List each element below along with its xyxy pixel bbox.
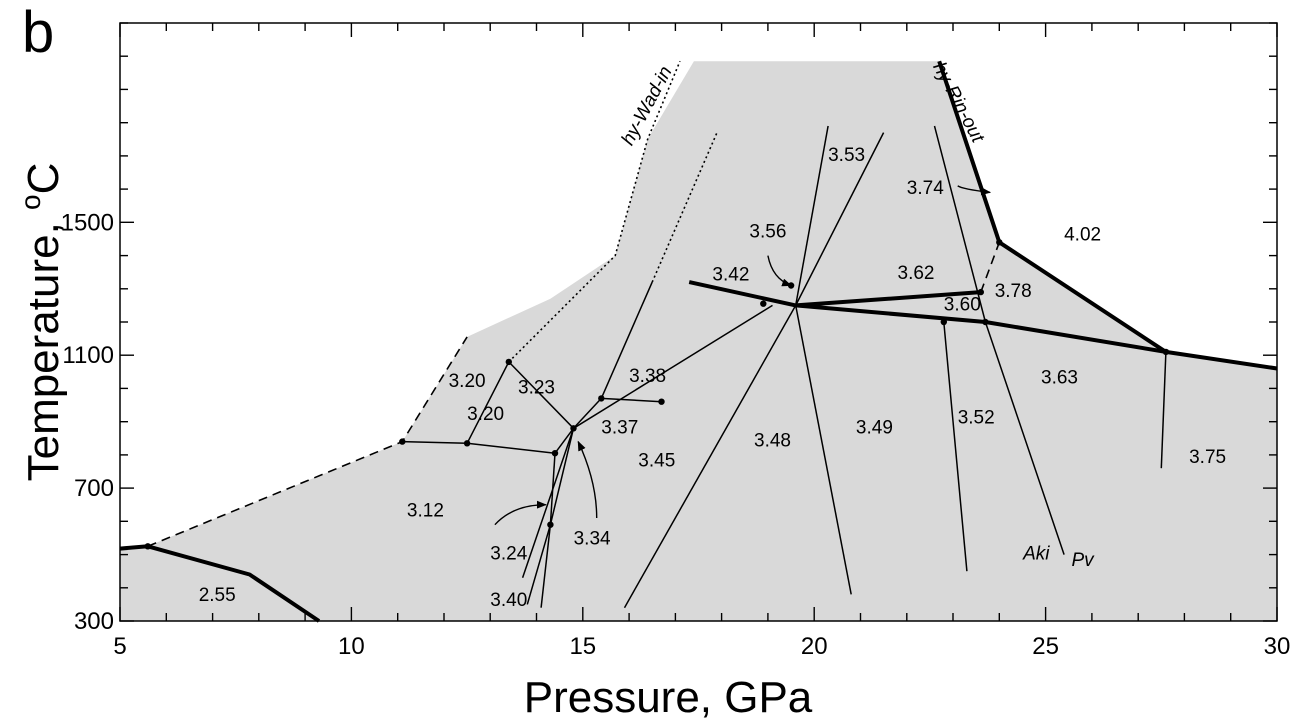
boundary-t8: [521, 428, 575, 579]
field-label: 3.37: [601, 417, 638, 438]
y-tick-label: 1500: [61, 209, 114, 236]
boundary-t17: [1160, 351, 1167, 469]
panel-letter: b: [22, 0, 55, 65]
annotation-arrows: [494, 185, 992, 526]
boundary-t5: [600, 281, 653, 399]
field-label: 3.34: [574, 529, 611, 550]
field-label: 3.52: [958, 407, 995, 428]
boundary-t1: [467, 442, 556, 454]
x-tick-label: 5: [113, 633, 126, 660]
boundary-t14: [795, 132, 885, 306]
boundary-t2: [508, 361, 575, 429]
boundary-t11: [623, 305, 797, 609]
boundary-mid-boundary-upper: [795, 290, 981, 308]
invariant-point: [598, 395, 605, 402]
y-axis-title-unit: C: [19, 163, 68, 195]
x-axis-title: Pressure, GPa: [524, 673, 813, 722]
y-tick-label: 300: [74, 608, 114, 635]
boundary-t12: [794, 125, 829, 306]
invariant-point: [144, 543, 151, 550]
invariant-point: [996, 239, 1003, 246]
boundary-dotted-inner: [651, 132, 718, 283]
phase-label: Pv: [1072, 550, 1096, 571]
field-label: 3.56: [749, 221, 786, 242]
x-tick-label: 20: [801, 633, 828, 660]
annotation-arrow: [767, 255, 793, 287]
shaded-field-region: [120, 61, 1277, 621]
invariant-point: [570, 425, 577, 432]
field-label: 3.38: [629, 366, 666, 387]
field-label: 3.74: [907, 178, 944, 199]
invariant-point: [658, 398, 665, 405]
invariant-point: [547, 521, 554, 528]
y-axis-title: Temperature, oC: [15, 163, 68, 482]
field-label: 3.49: [856, 417, 893, 438]
invariant-point: [982, 318, 989, 326]
boundary-mid-boundary: [688, 280, 1167, 354]
field-label: 3.62: [898, 263, 935, 284]
invariant-point: [760, 300, 767, 307]
invariant-point: [505, 358, 512, 366]
x-tick-label: 10: [338, 633, 365, 660]
annotation-arrow: [494, 500, 547, 526]
invariant-point: [399, 438, 406, 445]
field-label: 3.53: [828, 145, 865, 166]
x-tick-label: 30: [1264, 633, 1291, 660]
x-tick-label: 25: [1032, 633, 1059, 660]
field-label: 3.40: [490, 590, 527, 611]
field-label: 3.42: [712, 265, 749, 286]
invariant-point: [1162, 348, 1170, 356]
boundary-t3: [554, 427, 575, 454]
boundary-t13: [794, 305, 852, 595]
axis-ticks: 5 10 15 20 25 30 300 700 1100 1500: [61, 22, 1291, 660]
annotation-arrow: [577, 440, 598, 519]
boundary-t9: [540, 524, 552, 608]
boundary-dashed-short: [980, 242, 1001, 293]
y-axis-title-main: Temperature,: [19, 210, 68, 481]
invariant-point: [977, 288, 984, 296]
field-label: 3.20: [449, 371, 486, 392]
phase-label: Aki: [1022, 544, 1050, 565]
boundary-hy-Rin-out: [937, 60, 1278, 371]
invariant-point: [551, 450, 559, 457]
field-label: 4.02: [1064, 225, 1101, 246]
annotation-arrow: [957, 185, 992, 196]
field-label: 3.24: [490, 544, 527, 565]
boundary-t6: [573, 304, 773, 429]
y-tick-label: 700: [74, 475, 114, 502]
field-label: 3.48: [754, 431, 791, 452]
field-label: 3.63: [1041, 368, 1078, 389]
invariant-point: [940, 318, 947, 326]
field-label: 3.45: [638, 451, 675, 472]
field-label: 3.78: [995, 281, 1032, 302]
x-axis-title-text: Pressure, GPa: [524, 673, 813, 722]
boundary-t10: [549, 453, 556, 525]
field-label: 3.23: [518, 377, 555, 398]
field-label: 3.60: [944, 294, 981, 315]
field-label: 3.75: [1189, 447, 1226, 468]
field-label: 3.12: [407, 500, 444, 521]
boundary-dotted-outer: [508, 60, 681, 363]
x-tick-label: 15: [569, 633, 596, 660]
boundary-low-t-boundary: [119, 544, 321, 623]
y-axis-title-text: Temperature, oC: [15, 163, 68, 482]
field-label: 2.55: [199, 585, 236, 606]
y-tick-label: 1100: [62, 342, 114, 369]
invariant-point: [463, 440, 471, 447]
boundary-t15: [943, 321, 968, 572]
y-axis-title-degree: o: [15, 194, 46, 210]
field-label: 3.20: [467, 404, 504, 425]
